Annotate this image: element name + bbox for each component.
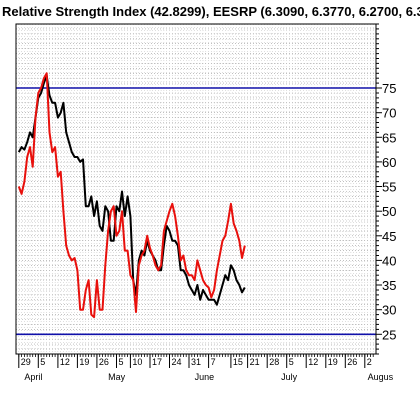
month-label: April — [24, 372, 42, 382]
x-tick-label: 24 — [172, 357, 182, 367]
grid-layer — [16, 23, 376, 355]
month-label: May — [108, 372, 126, 382]
x-tick-label: 21 — [250, 357, 260, 367]
y-tick-label: 60 — [382, 155, 396, 170]
y-tick-label: 40 — [382, 253, 396, 268]
series-layer — [17, 72, 246, 319]
plot-frame — [15, 23, 377, 355]
x-tick-label: 12 — [308, 357, 318, 367]
y-tick-label: 65 — [382, 130, 396, 145]
title-background — [0, 0, 420, 22]
reference-lines — [16, 87, 376, 336]
y-axis-ticks: 25 30 35 40 45 50 55 60 65 70 75 — [376, 23, 396, 355]
y-tick-label: 30 — [382, 303, 396, 318]
x-tick-label: 26 — [99, 357, 109, 367]
y-tick-label: 70 — [382, 106, 396, 121]
x-axis-ticks: 29 5 12 19 26 5 10 17 24 31 7 15 21 28 5 12 19 26 2 — [18, 354, 374, 368]
month-label: Augus — [368, 372, 394, 382]
y-tick-label: 50 — [382, 204, 396, 219]
x-tick-label: 29 — [21, 357, 31, 367]
x-tick-label: 7 — [211, 357, 216, 367]
y-tick-label: 25 — [382, 327, 396, 342]
x-tick-label: 10 — [132, 357, 142, 367]
x-tick-label: 19 — [328, 357, 338, 367]
x-tick-label: 17 — [152, 357, 162, 367]
y-tick-label: 55 — [382, 180, 396, 195]
x-tick-label: 15 — [233, 357, 243, 367]
chart-title: Relative Strength Index (42.8299), EESRP… — [2, 4, 420, 19]
x-tick-label: 2 — [367, 357, 372, 367]
series-line-2 — [17, 72, 246, 319]
month-labels: April May June July Augus — [24, 372, 393, 382]
x-tick-label: 5 — [289, 357, 294, 367]
x-tick-label: 5 — [40, 357, 45, 367]
x-tick-label: 12 — [60, 357, 70, 367]
x-tick-label: 19 — [79, 357, 89, 367]
series-line-1 — [17, 74, 246, 306]
y-tick-label: 35 — [382, 278, 396, 293]
y-tick-label: 45 — [382, 229, 396, 244]
month-label: July — [281, 372, 298, 382]
x-tick-label: 31 — [191, 357, 201, 367]
x-tick-label: 28 — [269, 357, 279, 367]
x-tick-label: 5 — [119, 357, 124, 367]
month-label: June — [195, 372, 215, 382]
y-tick-label: 75 — [382, 81, 396, 96]
x-tick-label: 26 — [347, 357, 357, 367]
